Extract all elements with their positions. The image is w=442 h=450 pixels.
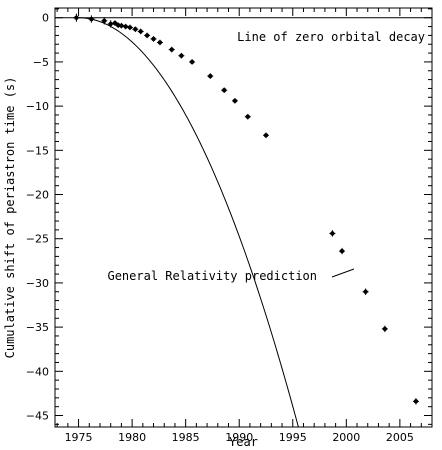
plot-frame	[54, 7, 433, 428]
y-tick-label: 0	[42, 12, 49, 25]
data-point	[118, 22, 125, 29]
point-marker	[382, 326, 388, 332]
point-marker	[112, 20, 118, 26]
point-marker	[144, 33, 150, 38]
data-point	[221, 87, 228, 93]
y-tick-label: −15	[26, 144, 49, 157]
data-point	[73, 13, 80, 22]
x-tick-label: 1980	[118, 431, 146, 444]
data-point	[207, 73, 214, 79]
data-point	[262, 132, 269, 139]
point-marker	[119, 23, 124, 28]
y-axis-title: Cumulative shift of periastron time (s)	[3, 77, 17, 359]
data-point	[244, 113, 251, 120]
data-point	[88, 15, 95, 23]
point-marker	[74, 15, 79, 20]
point-marker	[127, 25, 133, 30]
point-marker	[339, 248, 345, 254]
point-marker	[245, 114, 250, 119]
data-point	[132, 26, 139, 32]
data-point	[189, 59, 196, 65]
y-tick-label: −25	[26, 233, 49, 246]
data-point	[168, 46, 175, 53]
y-tick-label: −45	[26, 410, 49, 423]
data-point	[381, 325, 388, 333]
point-marker	[222, 88, 227, 93]
data-point	[111, 20, 118, 26]
point-marker	[138, 29, 143, 34]
data-points	[73, 13, 419, 405]
point-marker	[413, 399, 419, 404]
point-marker	[157, 40, 163, 45]
data-point	[156, 39, 163, 46]
data-point	[122, 23, 129, 30]
point-marker	[208, 73, 213, 79]
y-tick-label: −20	[26, 189, 49, 202]
point-marker	[123, 24, 128, 29]
x-axis-title: Year	[229, 435, 258, 449]
gr-prediction-curve	[78, 17, 299, 428]
x-tick-label: 1985	[172, 431, 200, 444]
y-tick-label: −5	[33, 56, 49, 69]
data-point	[107, 20, 114, 28]
point-marker	[108, 21, 113, 27]
data-point	[126, 24, 133, 31]
data-point	[137, 28, 144, 35]
point-marker	[263, 133, 269, 138]
point-marker	[102, 18, 107, 24]
x-tick-label: 1990	[225, 431, 253, 444]
data-point	[231, 98, 238, 104]
gr-prediction-label: General Relativity prediction	[107, 269, 317, 283]
point-marker	[151, 36, 156, 42]
data-point	[329, 230, 336, 237]
y-tick-label: −35	[26, 321, 49, 334]
data-point	[339, 247, 346, 255]
y-tick-label: −40	[26, 365, 49, 378]
x-tick-label: 1975	[65, 431, 93, 444]
axis-ticks: 1975 1980 1985 1990 1995 2000 2005 0 −5 −10 −15 −20…	[26, 8, 433, 444]
data-point	[362, 288, 369, 295]
data-point	[101, 17, 108, 25]
x-tick-label: 2005	[386, 431, 414, 444]
y-tick-label: −30	[26, 277, 49, 290]
data-point	[412, 398, 419, 405]
zero-decay-label: Line of zero orbital decay	[237, 30, 425, 44]
data-point	[178, 52, 185, 59]
gr-prediction-pointer	[331, 268, 355, 278]
point-marker	[330, 231, 335, 236]
point-marker	[179, 53, 184, 58]
point-marker	[169, 47, 174, 52]
point-marker	[189, 59, 195, 65]
x-tick-label: 2000	[332, 431, 360, 444]
y-tick-label: −10	[26, 100, 49, 113]
point-marker	[232, 98, 238, 104]
point-marker	[363, 289, 368, 294]
data-point	[144, 32, 151, 39]
point-marker	[133, 27, 138, 32]
x-tick-label: 1995	[279, 431, 307, 444]
point-marker	[89, 16, 94, 22]
data-point	[150, 36, 157, 42]
point-marker	[115, 23, 121, 28]
